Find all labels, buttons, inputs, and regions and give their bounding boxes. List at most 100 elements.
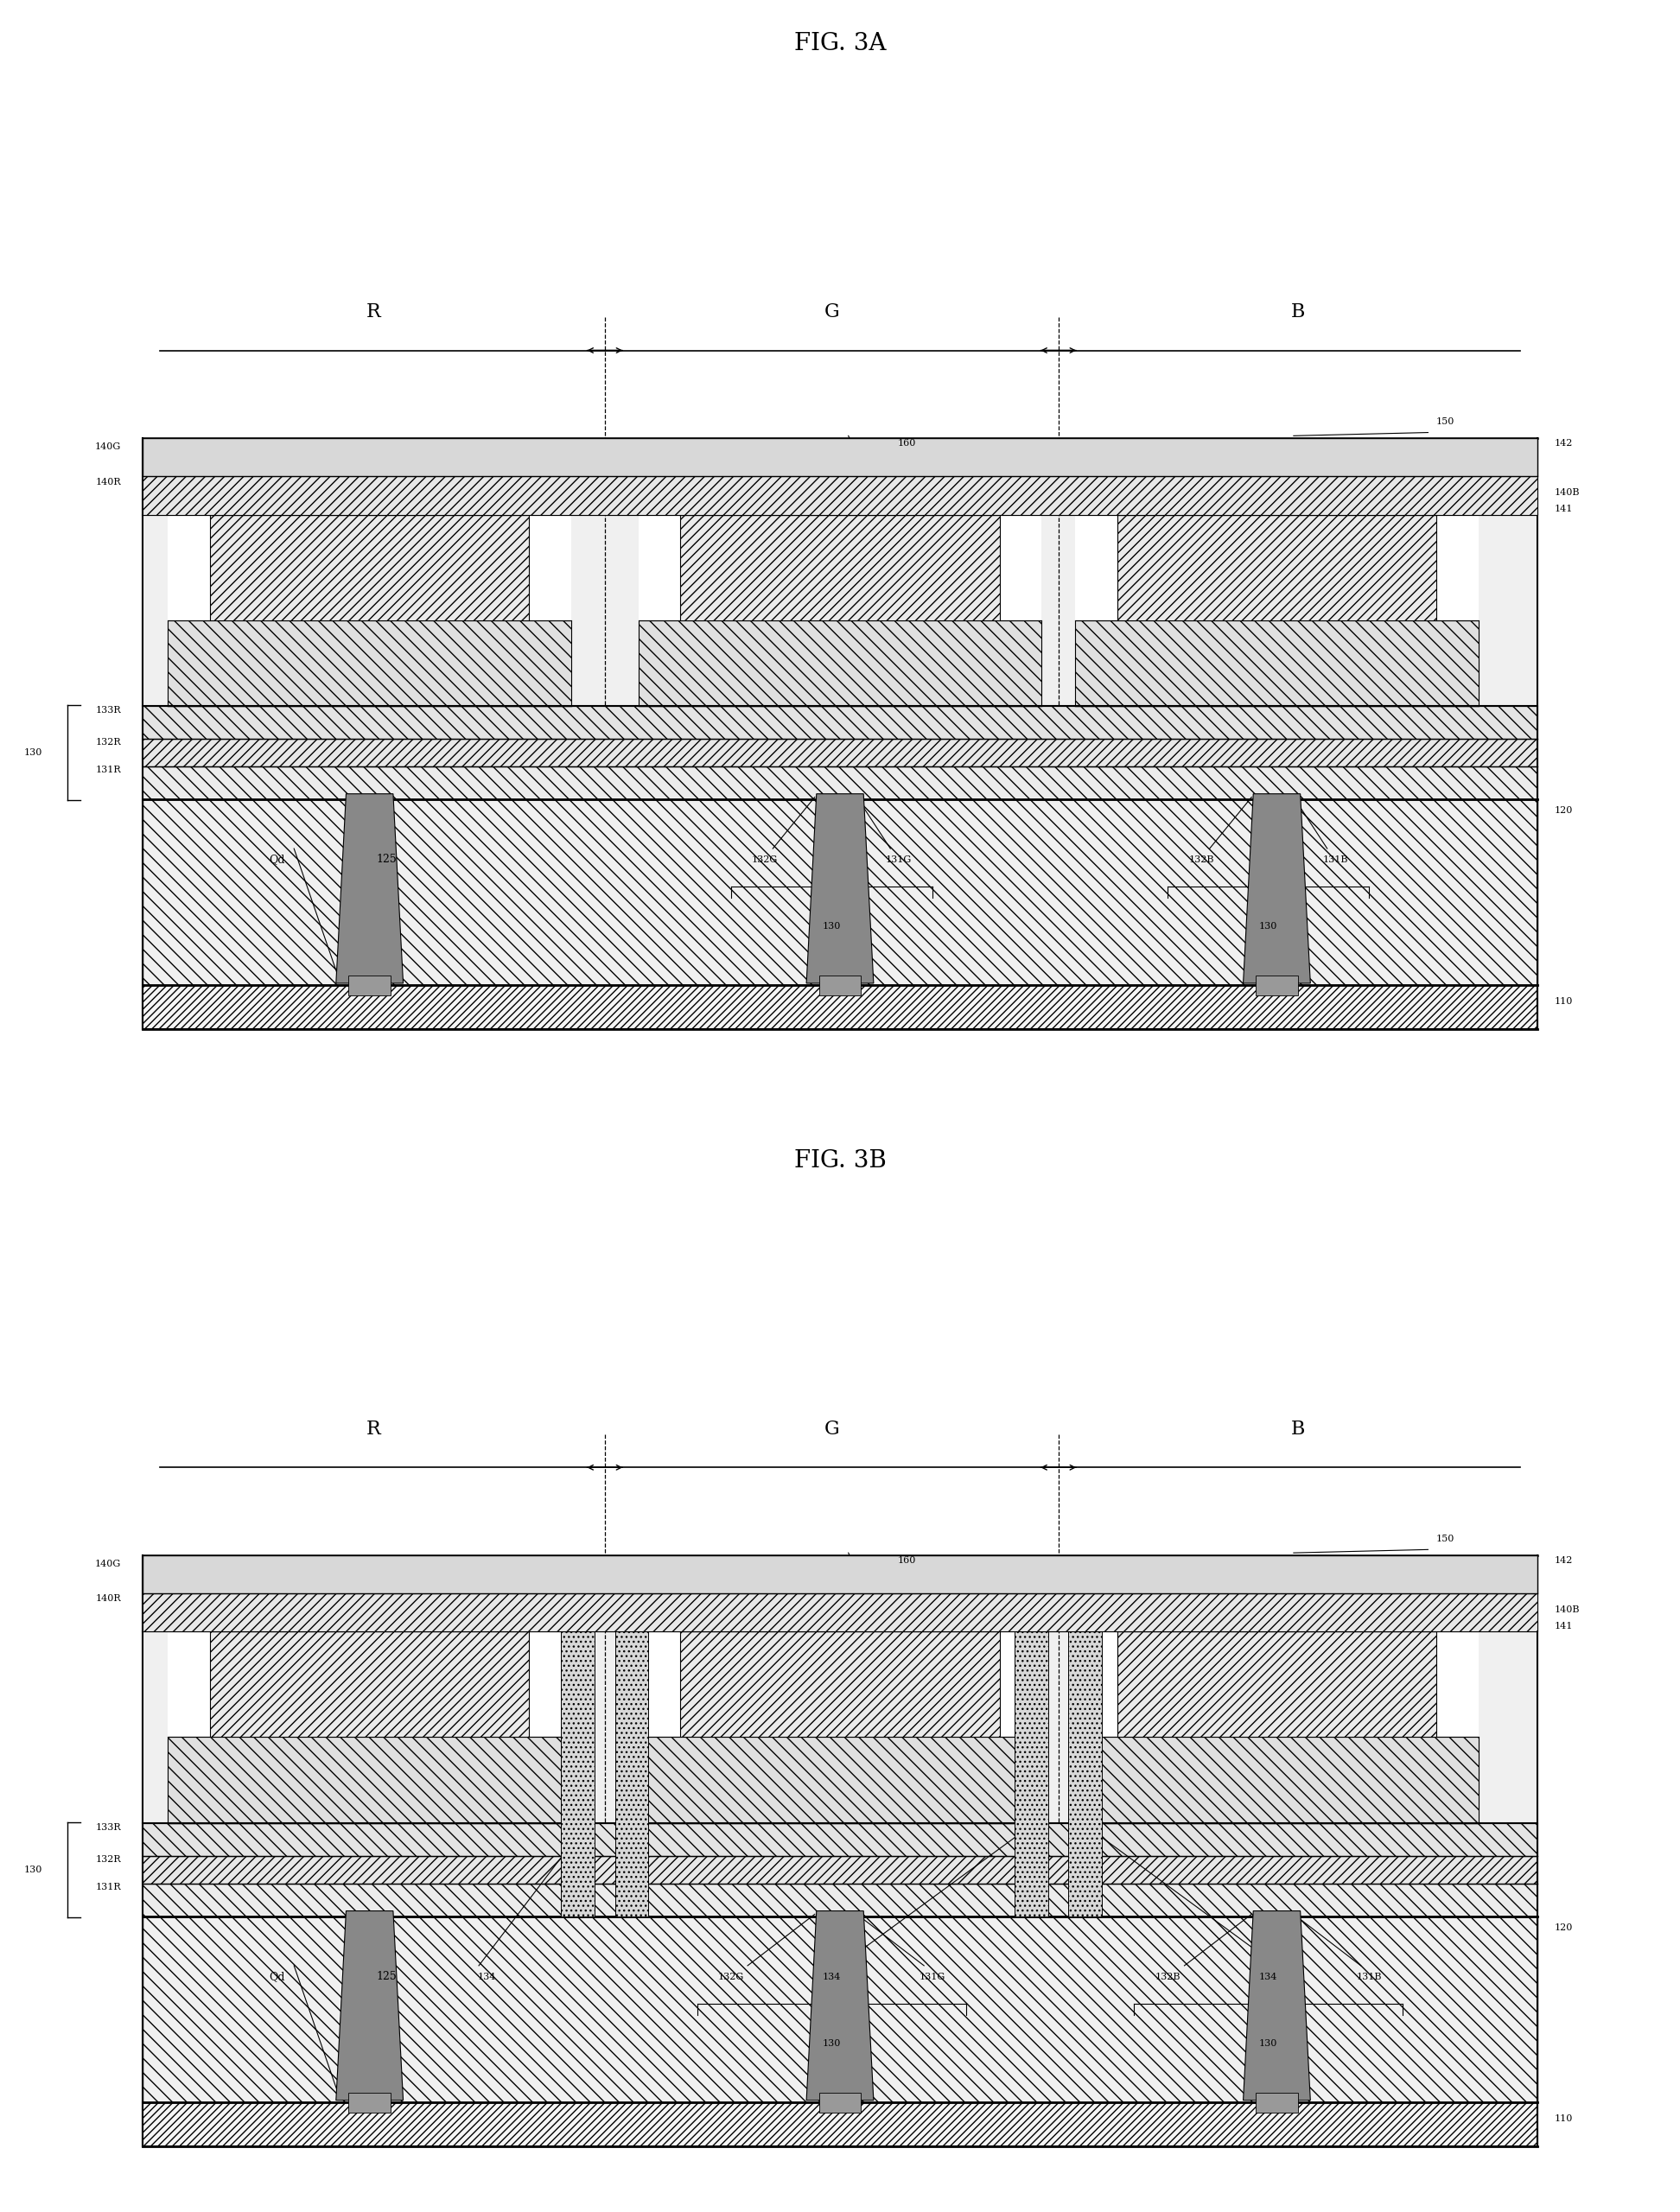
Text: 140B: 140B (1554, 489, 1579, 498)
Bar (820, 2093, 860, 2112)
Polygon shape (210, 1632, 529, 1736)
Polygon shape (615, 1610, 648, 1916)
Text: 132G: 132G (751, 856, 778, 865)
Text: 131G: 131G (919, 1973, 946, 1982)
Text: 134: 134 (1260, 1973, 1277, 1982)
Text: 160: 160 (899, 440, 916, 447)
Text: 140G: 140G (94, 1559, 121, 1568)
Bar (1042, 1632, 1075, 1823)
Polygon shape (336, 794, 403, 984)
Polygon shape (680, 515, 1000, 619)
Text: 142: 142 (1554, 440, 1572, 447)
Bar (571, 1632, 638, 1823)
Bar (143, 1916, 1537, 2101)
Text: R: R (366, 303, 381, 321)
Bar (143, 476, 1537, 515)
Text: 150: 150 (1436, 418, 1453, 427)
Text: 130: 130 (24, 1865, 42, 1874)
Bar (820, 975, 860, 995)
Polygon shape (1075, 1736, 1478, 1823)
Text: 132R: 132R (96, 739, 121, 748)
Bar (143, 1593, 1537, 1632)
Text: 131G: 131G (885, 856, 912, 865)
Bar (143, 1856, 1537, 1882)
Bar (1478, 515, 1537, 706)
Text: 125: 125 (376, 1971, 396, 1982)
Text: 110: 110 (1554, 998, 1572, 1006)
Bar (143, 1882, 1537, 1916)
Text: 130: 130 (823, 2039, 840, 2048)
Text: Qd: Qd (269, 1971, 286, 1982)
Polygon shape (1015, 1610, 1048, 1916)
Bar (143, 1555, 1537, 1593)
Bar (349, 2093, 390, 2112)
Bar (143, 2101, 1537, 2146)
Bar (143, 1632, 168, 1823)
Text: 131B: 131B (1322, 856, 1349, 865)
Text: 125: 125 (376, 854, 396, 865)
Polygon shape (638, 1736, 1042, 1823)
Text: 131R: 131R (96, 765, 121, 774)
Text: FIG. 3A: FIG. 3A (795, 33, 885, 55)
Bar (1478, 1632, 1537, 1823)
Text: 132B: 132B (1154, 1973, 1181, 1982)
Polygon shape (336, 1911, 403, 2101)
Text: 141: 141 (1554, 504, 1572, 513)
Text: 131R: 131R (96, 1882, 121, 1891)
Text: 130: 130 (1260, 922, 1277, 931)
Polygon shape (806, 1911, 874, 2101)
Polygon shape (168, 1736, 571, 1823)
Text: 160: 160 (899, 1557, 916, 1564)
Bar (143, 1823, 1537, 1856)
Text: 120: 120 (1554, 805, 1572, 814)
Polygon shape (168, 619, 571, 706)
Polygon shape (1075, 619, 1478, 706)
Text: FIG. 3B: FIG. 3B (795, 1150, 885, 1172)
Bar (143, 739, 1537, 765)
Bar (571, 515, 638, 706)
Text: 120: 120 (1554, 1922, 1572, 1931)
Bar (143, 438, 1537, 476)
Text: G: G (823, 303, 840, 321)
Text: 140R: 140R (96, 478, 121, 487)
Text: 133R: 133R (96, 706, 121, 714)
Polygon shape (210, 515, 529, 619)
Text: 134: 134 (479, 1973, 496, 1982)
Text: Qd: Qd (269, 854, 286, 865)
Bar (143, 799, 1537, 987)
Text: 110: 110 (1554, 2115, 1572, 2124)
Polygon shape (680, 1632, 1000, 1736)
Bar (143, 987, 1537, 1029)
Polygon shape (1117, 1632, 1436, 1736)
Polygon shape (1117, 515, 1436, 619)
Text: 140G: 140G (94, 442, 121, 451)
Text: 140B: 140B (1554, 1606, 1579, 1615)
Text: B: B (1290, 303, 1305, 321)
Bar (143, 706, 1537, 739)
Polygon shape (561, 1610, 595, 1916)
Bar (143, 515, 168, 706)
Text: 130: 130 (1260, 2039, 1277, 2048)
Text: 133R: 133R (96, 1823, 121, 1832)
Text: 140R: 140R (96, 1595, 121, 1604)
Text: 130: 130 (823, 922, 840, 931)
Polygon shape (1243, 794, 1310, 984)
Text: 130: 130 (24, 748, 42, 757)
Text: G: G (823, 1420, 840, 1438)
Text: 150: 150 (1436, 1535, 1453, 1544)
Text: 132B: 132B (1188, 856, 1215, 865)
Bar (1042, 515, 1075, 706)
Bar (349, 975, 390, 995)
Text: 132G: 132G (717, 1973, 744, 1982)
Text: 142: 142 (1554, 1557, 1572, 1564)
Text: 131B: 131B (1356, 1973, 1383, 1982)
Polygon shape (1243, 1911, 1310, 2101)
Text: 132R: 132R (96, 1856, 121, 1865)
Text: B: B (1290, 1420, 1305, 1438)
Text: R: R (366, 1420, 381, 1438)
Polygon shape (1068, 1610, 1102, 1916)
Bar (1257, 975, 1299, 995)
Polygon shape (806, 794, 874, 984)
Bar (1257, 2093, 1299, 2112)
Bar (143, 765, 1537, 799)
